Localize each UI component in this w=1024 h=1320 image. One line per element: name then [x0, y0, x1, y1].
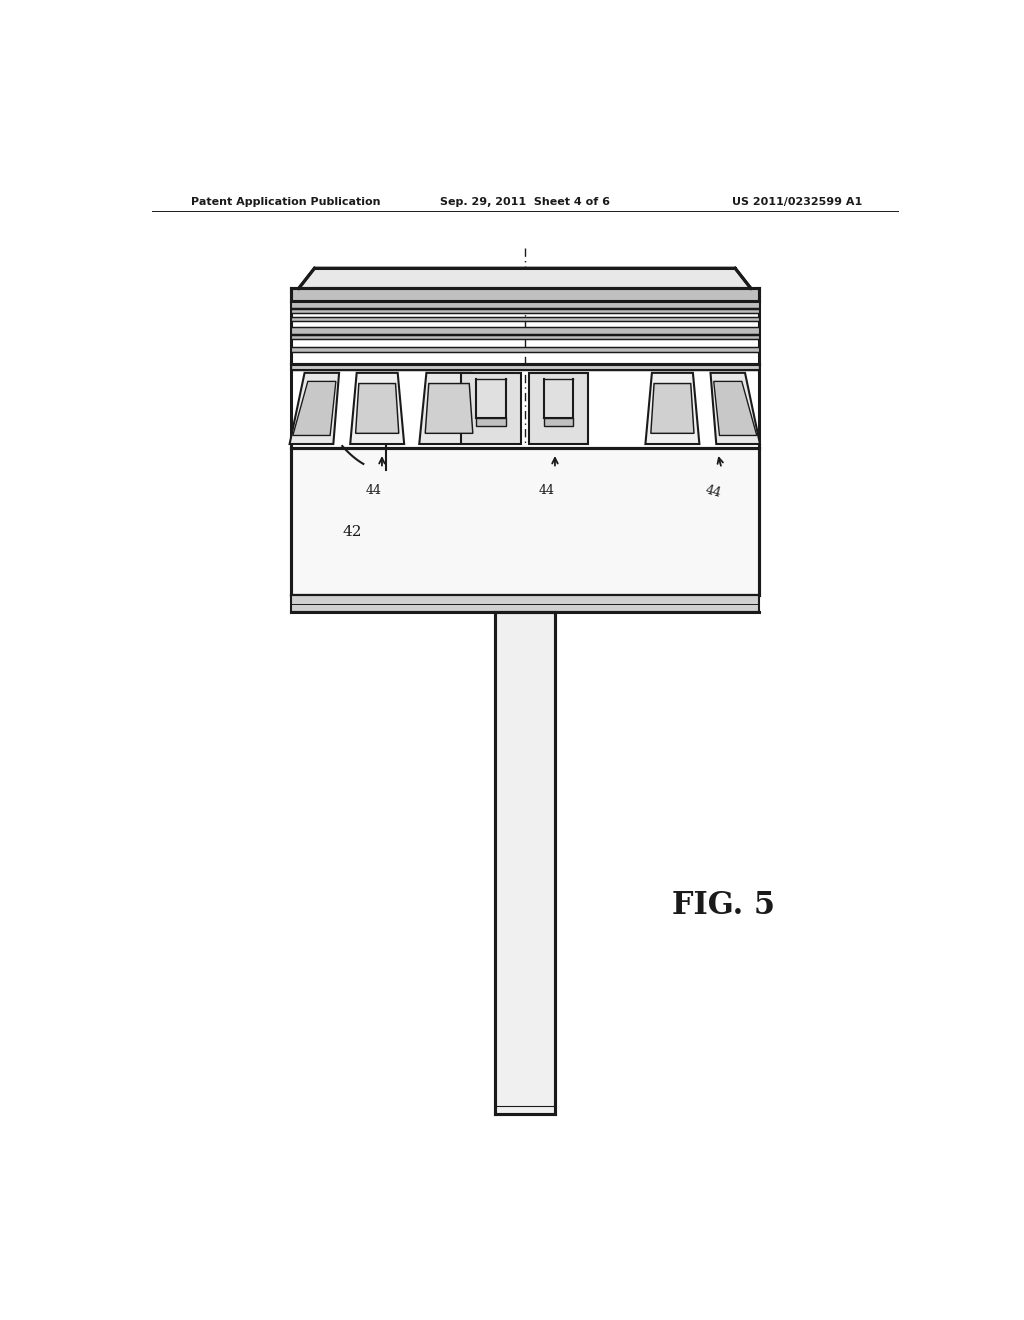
Bar	[476, 417, 506, 425]
Bar	[495, 611, 555, 1114]
Text: 44: 44	[705, 483, 723, 500]
Polygon shape	[651, 384, 694, 433]
Polygon shape	[293, 381, 336, 436]
Bar	[291, 309, 759, 313]
Bar	[291, 301, 759, 308]
Text: 42: 42	[342, 525, 361, 539]
Polygon shape	[711, 372, 760, 444]
Text: Sep. 29, 2011  Sheet 4 of 6: Sep. 29, 2011 Sheet 4 of 6	[439, 197, 610, 207]
Text: FIG. 5: FIG. 5	[672, 890, 774, 921]
Bar	[291, 447, 759, 595]
Bar	[291, 364, 759, 370]
Polygon shape	[419, 372, 479, 444]
Text: 44: 44	[366, 483, 382, 496]
Text: 44: 44	[539, 483, 555, 496]
Bar	[291, 595, 759, 611]
Polygon shape	[355, 384, 398, 433]
Polygon shape	[425, 384, 473, 433]
Bar	[291, 327, 759, 334]
Polygon shape	[714, 381, 757, 436]
Text: Patent Application Publication: Patent Application Publication	[191, 197, 381, 207]
Bar	[291, 289, 759, 301]
Polygon shape	[645, 372, 699, 444]
Polygon shape	[528, 372, 588, 444]
Bar	[544, 417, 573, 425]
Polygon shape	[299, 268, 751, 289]
Polygon shape	[461, 372, 521, 444]
Text: US 2011/0232599 A1: US 2011/0232599 A1	[732, 197, 862, 207]
Bar	[291, 317, 759, 321]
Bar	[291, 347, 759, 351]
Bar	[291, 335, 759, 339]
Polygon shape	[290, 372, 339, 444]
Polygon shape	[350, 372, 404, 444]
